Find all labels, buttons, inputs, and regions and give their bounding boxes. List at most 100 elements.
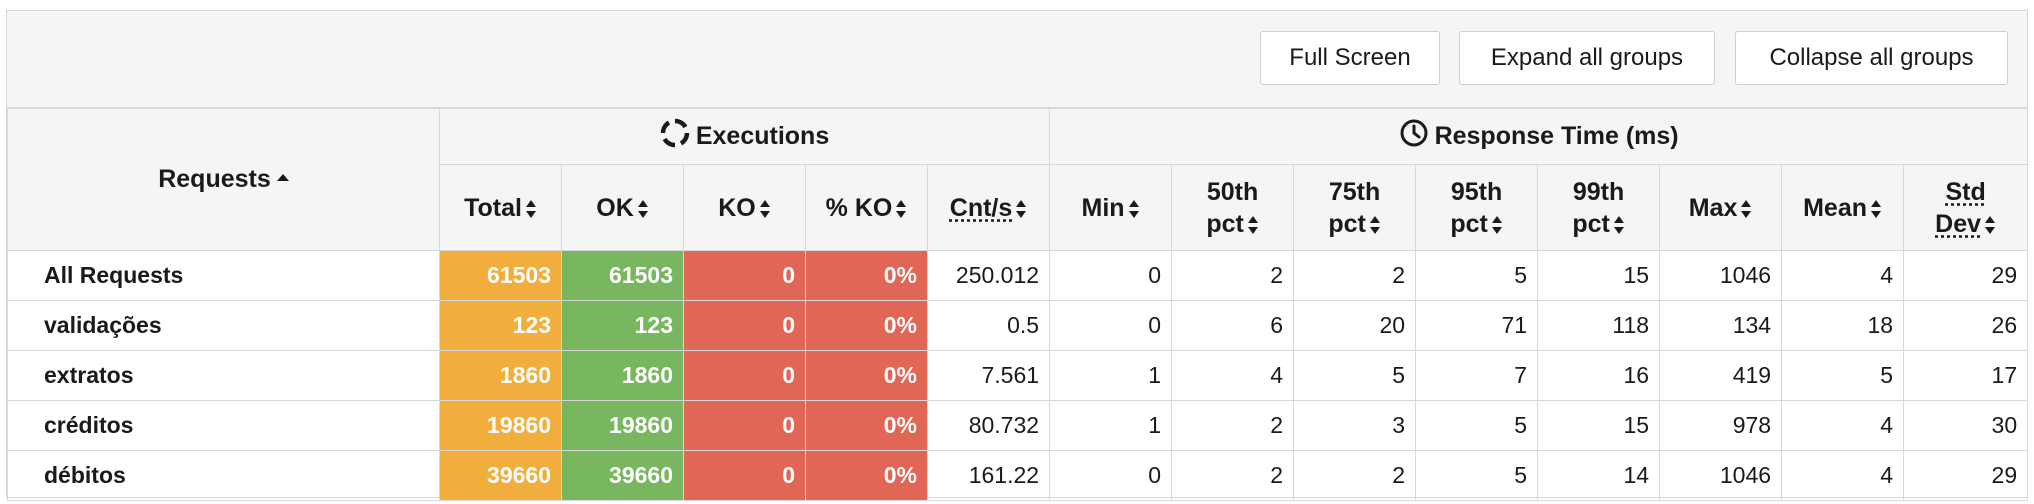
response-time-group-header: Response Time (ms) xyxy=(1049,108,2029,165)
cnt-s-cell: 161.22 xyxy=(926,450,1051,501)
sort-icon xyxy=(1491,215,1503,234)
cnt-s-cell: 250.012 xyxy=(926,250,1051,301)
collapse-all-groups-button[interactable]: Collapse all groups xyxy=(1735,31,2008,85)
min-cell: 1 xyxy=(1049,400,1173,451)
p50-cell: 2 xyxy=(1171,400,1295,451)
sort-ascending-icon xyxy=(276,174,289,181)
ok-cell: 19860 xyxy=(561,400,684,451)
p99-column-header[interactable]: 99th pct xyxy=(1537,164,1661,251)
requests-header[interactable]: Requests xyxy=(7,108,440,251)
table-row[interactable]: validações 123 123 0 0% 0.5 0 6 20 71 118 134 18 26 xyxy=(7,300,2029,351)
p50-cell: 6 xyxy=(1171,300,1295,351)
pct-ko-cell: 0% xyxy=(805,450,928,501)
ok-column-label: OK xyxy=(596,193,634,222)
std-dev-cell: 30 xyxy=(1903,400,2029,451)
p99-cell: 15 xyxy=(1537,250,1661,301)
std-dev-cell: 26 xyxy=(1903,300,2029,351)
p75-column-header[interactable]: 75th pct xyxy=(1293,164,1417,251)
sort-icon xyxy=(1369,215,1381,234)
table-row[interactable]: All Requests 61503 61503 0 0% 250.012 0 2 2 5 15 10… xyxy=(7,250,2029,301)
p50-cell: 2 xyxy=(1171,250,1295,301)
ko-cell: 0 xyxy=(683,250,806,301)
p50-cell: 4 xyxy=(1171,350,1295,401)
sort-icon xyxy=(759,199,771,218)
p75-cell: 2 xyxy=(1293,450,1417,501)
p95-cell: 5 xyxy=(1415,250,1539,301)
p75-cell: 20 xyxy=(1293,300,1417,351)
ko-cell: 0 xyxy=(683,350,806,401)
min-cell: 1 xyxy=(1049,350,1173,401)
std-dev-column-header[interactable]: Std Dev xyxy=(1903,164,2029,251)
ko-cell: 0 xyxy=(683,300,806,351)
std-dev-column-label-line2: Dev xyxy=(1935,209,1982,238)
max-cell: 1046 xyxy=(1659,450,1783,501)
mean-column-header[interactable]: Mean xyxy=(1781,164,1905,251)
p75-column-label-line2: pct xyxy=(1328,209,1366,238)
toolbar: Full Screen Expand all groups Collapse a… xyxy=(7,11,2027,108)
executions-header-label: Executions xyxy=(695,122,830,150)
clock-icon xyxy=(1399,118,1429,155)
sort-icon xyxy=(1985,215,1996,234)
cnt-s-cell: 0.5 xyxy=(926,300,1051,351)
total-cell: 39660 xyxy=(439,450,562,501)
min-column-label: Min xyxy=(1081,193,1125,222)
pct-ko-cell: 0% xyxy=(805,350,928,401)
total-cell: 1860 xyxy=(439,350,562,401)
request-name[interactable]: débitos xyxy=(7,450,440,501)
executions-group-header: Executions xyxy=(438,108,1051,165)
p75-column-label-line1: 75th xyxy=(1328,177,1381,206)
cnt-s-column-header[interactable]: Cnt/s xyxy=(926,164,1051,251)
p99-column-label-line1: 99th xyxy=(1572,177,1625,206)
full-screen-button[interactable]: Full Screen xyxy=(1260,31,1440,85)
request-name[interactable]: All Requests xyxy=(7,250,440,301)
mean-column-label: Mean xyxy=(1803,193,1868,222)
p95-cell: 5 xyxy=(1415,400,1539,451)
pct-ko-cell: 0% xyxy=(805,400,928,451)
response-time-header-label: Response Time (ms) xyxy=(1434,122,1679,150)
min-cell: 0 xyxy=(1049,300,1173,351)
std-dev-cell: 29 xyxy=(1903,450,2029,501)
std-dev-column-label-line1: Std xyxy=(1945,177,1986,206)
sort-icon xyxy=(1016,199,1027,218)
total-column-header[interactable]: Total xyxy=(439,164,562,251)
p95-cell: 71 xyxy=(1415,300,1539,351)
min-cell: 0 xyxy=(1049,250,1173,301)
statistics-panel: Full Screen Expand all groups Collapse a… xyxy=(6,10,2029,501)
p95-column-header[interactable]: 95th pct xyxy=(1415,164,1539,251)
max-cell: 419 xyxy=(1659,350,1783,401)
total-cell: 123 xyxy=(439,300,562,351)
request-name[interactable]: créditos xyxy=(7,400,440,451)
table-row[interactable]: extratos 1860 1860 0 0% 7.561 1 4 5 7 16 419 5 17 xyxy=(7,350,2029,401)
ok-column-header[interactable]: OK xyxy=(561,164,684,251)
p50-cell: 2 xyxy=(1171,450,1295,501)
ok-cell: 39660 xyxy=(561,450,684,501)
max-column-header[interactable]: Max xyxy=(1659,164,1783,251)
request-name[interactable]: extratos xyxy=(7,350,440,401)
p75-cell: 2 xyxy=(1293,250,1417,301)
p75-cell: 3 xyxy=(1293,400,1417,451)
min-column-header[interactable]: Min xyxy=(1049,164,1173,251)
p95-cell: 5 xyxy=(1415,450,1539,501)
ko-column-header[interactable]: KO xyxy=(683,164,806,251)
p95-column-label-line2: pct xyxy=(1450,209,1488,238)
table-row[interactable]: débitos 39660 39660 0 0% 161.22 0 2 2 5 14 1046 4 29 xyxy=(7,450,2029,501)
std-dev-cell: 29 xyxy=(1903,250,2029,301)
mean-cell: 4 xyxy=(1781,450,1905,501)
sort-icon xyxy=(1741,199,1752,218)
cnt-s-cell: 7.561 xyxy=(926,350,1051,401)
sort-icon xyxy=(1247,215,1259,234)
mean-cell: 4 xyxy=(1781,250,1905,301)
pct-ko-cell: 0% xyxy=(805,250,928,301)
p50-column-header[interactable]: 50th pct xyxy=(1171,164,1295,251)
ok-cell: 61503 xyxy=(561,250,684,301)
cnt-s-column-label: Cnt/s xyxy=(949,193,1013,222)
table-row[interactable]: créditos 19860 19860 0 0% 80.732 1 2 3 5 15 978 4 30 xyxy=(7,400,2029,451)
expand-all-groups-button[interactable]: Expand all groups xyxy=(1459,31,1715,85)
max-cell: 1046 xyxy=(1659,250,1783,301)
pct-ko-column-header[interactable]: % KO xyxy=(805,164,928,251)
total-cell: 19860 xyxy=(439,400,562,451)
total-column-label: Total xyxy=(464,193,522,222)
statistics-table: Requests Executions Response Time (ms) T… xyxy=(7,108,2029,501)
requests-header-label: Requests xyxy=(158,165,271,193)
request-name[interactable]: validações xyxy=(7,300,440,351)
